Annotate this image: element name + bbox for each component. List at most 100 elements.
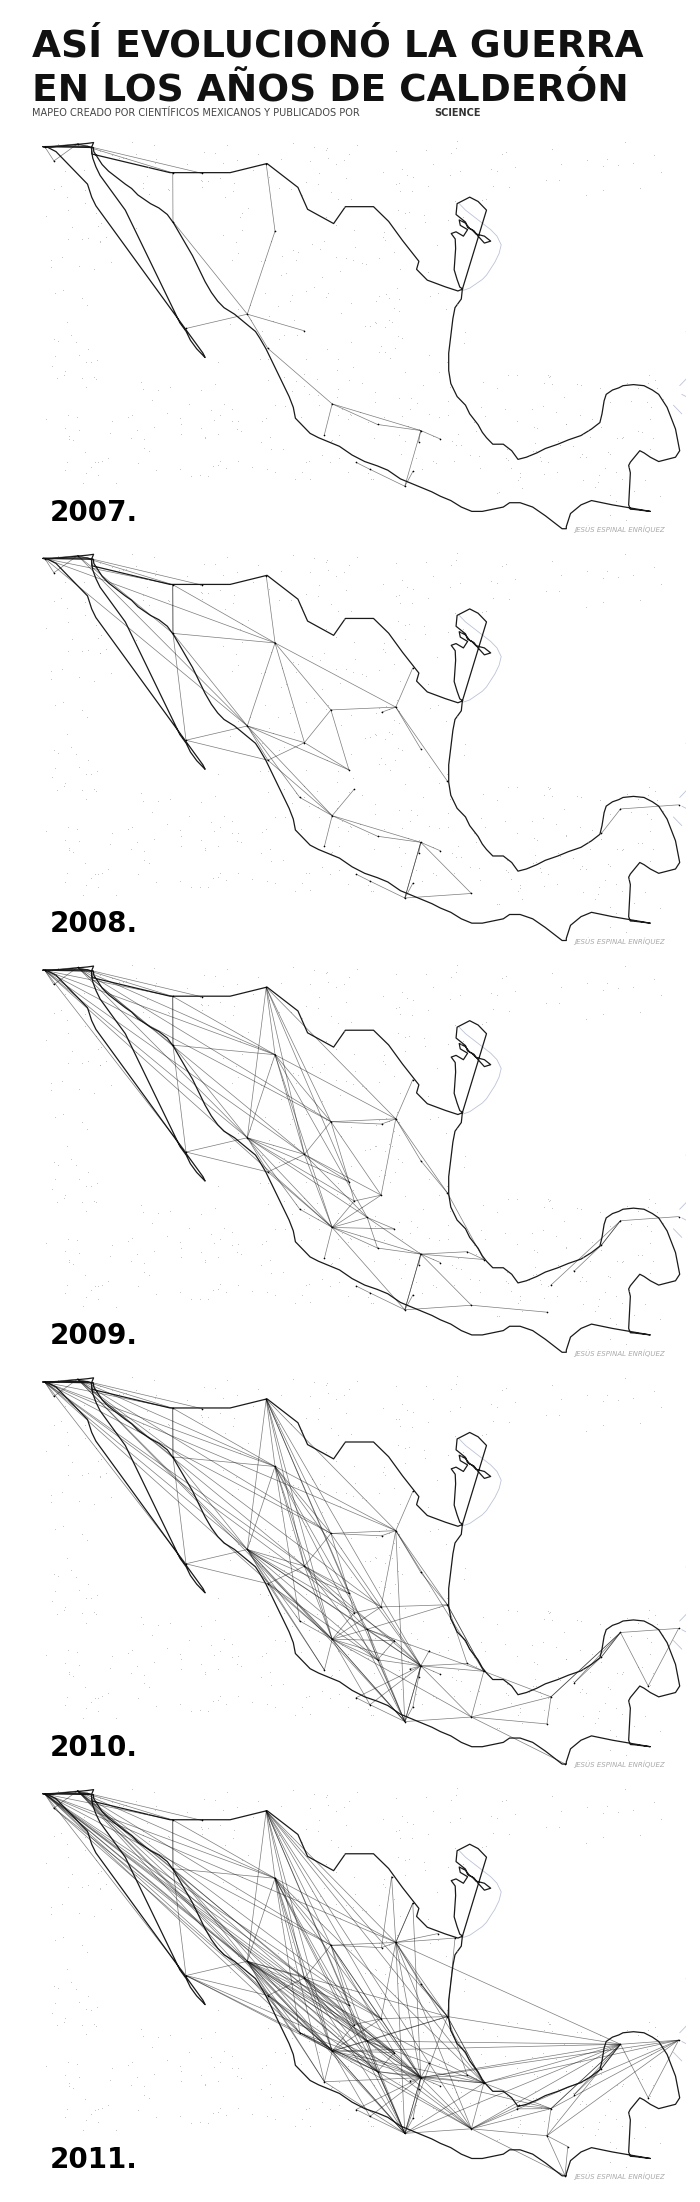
- Point: [499, 1216, 510, 1251]
- Point: [440, 291, 451, 326]
- Point: [574, 2043, 585, 2079]
- Point: [580, 1264, 592, 1299]
- Point: [286, 584, 297, 619]
- Point: [370, 1130, 382, 1165]
- Point: [379, 625, 390, 661]
- Point: [354, 1218, 365, 1253]
- Point: [197, 581, 208, 617]
- Point: [561, 2052, 572, 2087]
- Point: [550, 2041, 561, 2076]
- Point: [261, 863, 272, 898]
- Point: [265, 2065, 276, 2101]
- Point: [577, 1260, 588, 1295]
- Point: [344, 361, 355, 396]
- Point: [141, 1394, 153, 1429]
- Point: [453, 1652, 464, 1687]
- Point: [347, 760, 358, 795]
- Point: [230, 636, 241, 672]
- Point: [502, 432, 513, 467]
- Point: [332, 2046, 344, 2081]
- Point: [393, 705, 404, 740]
- Point: [89, 2092, 100, 2127]
- Point: [627, 1381, 638, 1416]
- Point: [477, 1599, 489, 1634]
- Point: [183, 1211, 195, 1246]
- Point: [347, 1066, 358, 1101]
- Point: [346, 1110, 357, 1145]
- Point: [419, 1852, 430, 1887]
- Point: [394, 1242, 405, 1277]
- Point: [246, 302, 257, 337]
- Point: [135, 363, 146, 399]
- Point: [316, 2085, 328, 2121]
- Point: [487, 579, 498, 614]
- Point: [452, 698, 463, 733]
- Point: [528, 410, 540, 445]
- Point: [505, 449, 516, 484]
- Point: [146, 2030, 158, 2065]
- Point: [399, 1178, 410, 1213]
- Point: [338, 1425, 349, 1460]
- Point: [584, 1654, 595, 1689]
- Point: [411, 852, 422, 887]
- Point: [373, 1887, 384, 1922]
- Point: [511, 2004, 522, 2039]
- Point: [196, 824, 207, 859]
- Point: [66, 317, 77, 352]
- Point: [292, 233, 303, 269]
- Point: [265, 1654, 276, 1689]
- Point: [334, 1240, 345, 1275]
- Point: [322, 1376, 333, 1411]
- Point: [399, 209, 410, 244]
- Point: [146, 383, 158, 418]
- Point: [561, 405, 572, 440]
- Point: [82, 632, 93, 667]
- Point: [288, 1467, 299, 1502]
- Point: [321, 1154, 332, 1189]
- Point: [202, 1282, 214, 1317]
- Point: [139, 2070, 150, 2105]
- Point: [528, 846, 539, 881]
- Point: [465, 1262, 476, 1297]
- Point: [475, 390, 486, 425]
- Point: [262, 363, 274, 399]
- Point: [424, 1101, 435, 1136]
- Point: [66, 1141, 77, 1176]
- Point: [475, 1213, 486, 1249]
- Point: [501, 1264, 512, 1299]
- Point: [228, 165, 239, 200]
- Point: [62, 590, 73, 625]
- Point: [360, 658, 372, 694]
- Point: [342, 454, 354, 489]
- Point: [393, 1204, 405, 1240]
- Point: [487, 167, 498, 203]
- Point: [394, 1517, 405, 1552]
- Point: [359, 1955, 370, 1991]
- Point: [295, 810, 307, 846]
- Point: [390, 956, 401, 991]
- Point: [80, 1009, 91, 1044]
- Point: [57, 1887, 68, 1922]
- Point: [311, 2008, 322, 2043]
- Point: [622, 777, 633, 813]
- Point: [248, 152, 259, 187]
- Point: [332, 1634, 344, 1669]
- Point: [480, 810, 491, 846]
- Point: [575, 2015, 587, 2050]
- Point: [135, 775, 146, 810]
- Point: [389, 647, 400, 683]
- Point: [149, 557, 160, 592]
- Point: [332, 1202, 343, 1238]
- Point: [348, 625, 359, 661]
- Point: [274, 1819, 285, 1854]
- Point: [80, 1193, 92, 1229]
- Point: [232, 1378, 243, 1414]
- Point: [480, 592, 491, 628]
- Point: [61, 1795, 72, 1830]
- Point: [342, 1277, 354, 1312]
- Point: [335, 1530, 346, 1566]
- Point: [298, 768, 309, 804]
- Point: [213, 1993, 224, 2028]
- Point: [234, 200, 246, 236]
- Point: [139, 1665, 150, 1700]
